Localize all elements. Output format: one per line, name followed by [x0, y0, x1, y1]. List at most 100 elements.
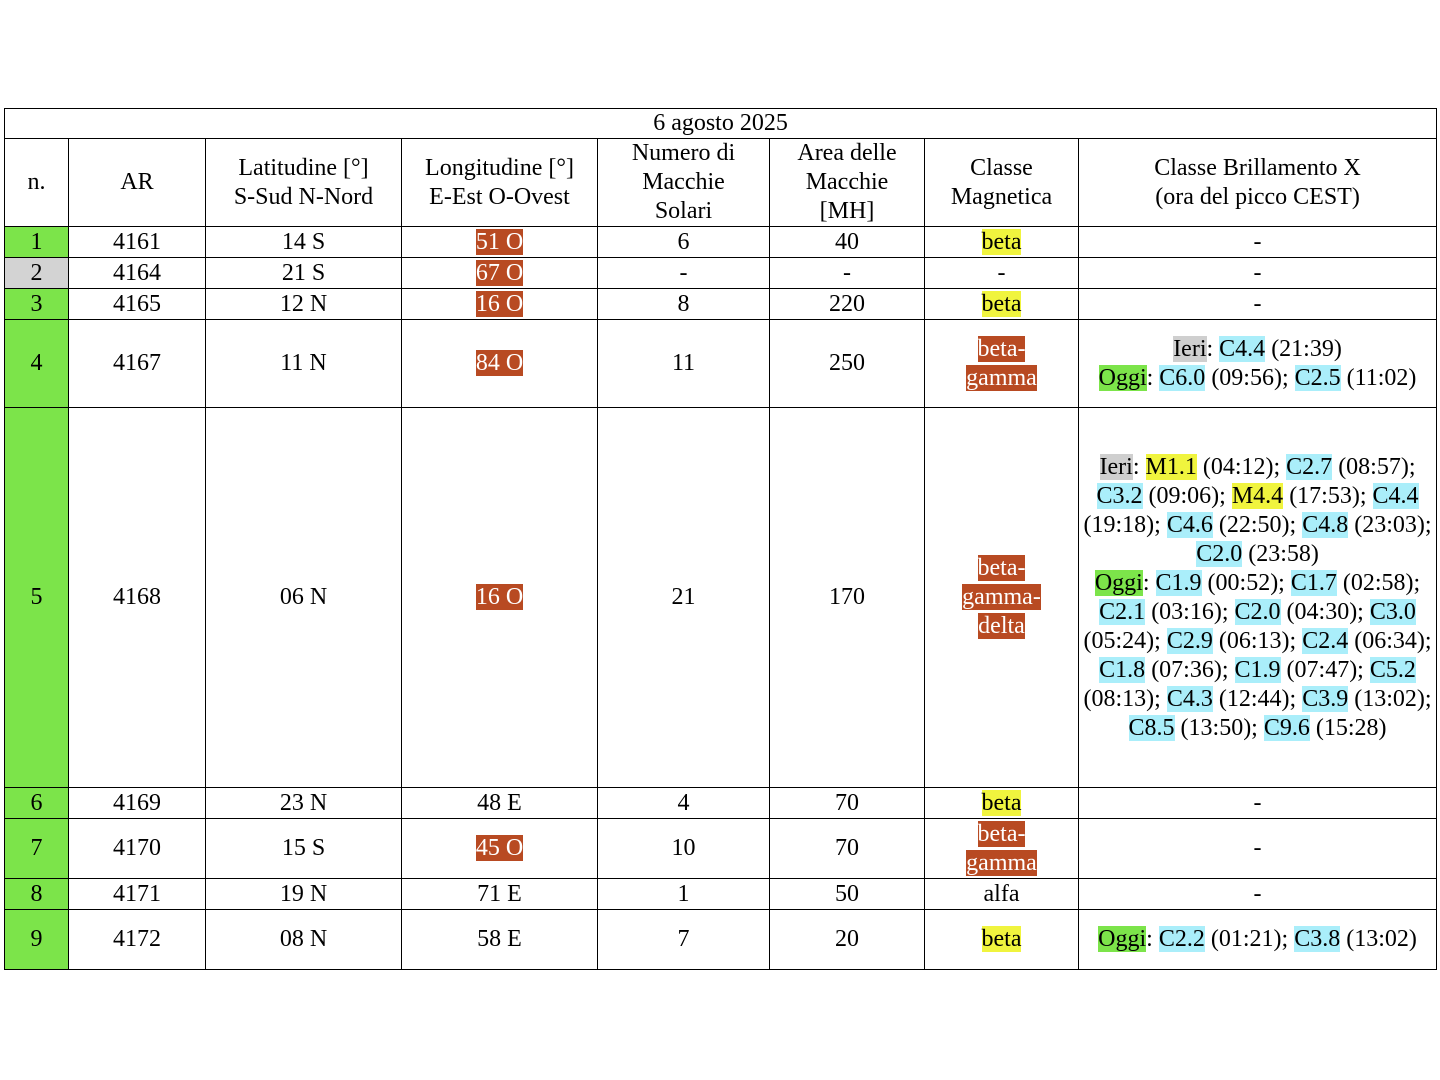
header-latitude-line1: Latitudine [°] [238, 154, 369, 181]
spots-area: 70 [835, 789, 859, 816]
cell-longitude: 45 O [401, 818, 598, 879]
header-ar: AR [68, 138, 206, 227]
header-magnetic-line2: Magnetica [950, 183, 1053, 210]
flare-token: C2.9 [1166, 627, 1213, 654]
header-longitude: Longitudine [°] E-Est O-Ovest [401, 138, 598, 227]
cell-magnetic-class: beta-gamma [924, 319, 1079, 408]
flare-token: C2.5 [1294, 364, 1341, 391]
spots-count: 10 [671, 835, 696, 861]
cell-flares: - [1077, 226, 1438, 258]
flare-text: (22:50); [1212, 511, 1303, 538]
cell-number: 5 [4, 407, 69, 788]
magnetic-class-value: gamma- [962, 584, 1041, 610]
magnetic-class-line: beta- [929, 335, 1074, 364]
cell-magnetic-class: alfa [924, 878, 1079, 910]
magnetic-class-value: beta [981, 789, 1022, 816]
flare-token: C4.3 [1166, 685, 1213, 712]
flare-text: (15:28) [1309, 714, 1387, 741]
flare-token: C3.8 [1294, 926, 1341, 952]
magnetic-class-value: beta [981, 228, 1022, 255]
flare-text: : [1146, 364, 1160, 391]
cell-longitude: 48 E [401, 787, 598, 819]
flare-text: (08:13); [1083, 685, 1167, 712]
flare-text: - [1253, 835, 1262, 861]
cell-longitude: 58 E [401, 909, 598, 970]
table-row: 5 4168 06 N 16 O 21 170 beta-gamma-delta Ieri: … [4, 407, 1438, 788]
flare-token: Oggi [1094, 569, 1143, 596]
flare-text: (08:57); [1332, 453, 1416, 480]
flare-text: (17:53); [1283, 482, 1373, 509]
longitude-value: 16 O [475, 290, 524, 317]
cell-longitude: 67 O [401, 257, 598, 289]
longitude-value: 67 O [475, 259, 524, 286]
table-row: 2 4164 21 S 67 O - - - - [4, 257, 1438, 289]
cell-flares: - [1077, 818, 1438, 879]
cell-spots: - [597, 257, 770, 289]
flare-text: (04:12); [1196, 453, 1287, 480]
active-region: 4161 [113, 228, 161, 255]
cell-spots: 6 [597, 226, 770, 258]
active-region: 4170 [113, 835, 161, 861]
longitude-value: 45 O [475, 835, 524, 861]
magnetic-class-value: beta [981, 926, 1022, 952]
magnetic-class-value: delta [978, 613, 1025, 639]
spots-area: 220 [829, 290, 865, 317]
row-number: 2 [30, 259, 43, 286]
flare-text: (12:44); [1212, 685, 1303, 712]
cell-latitude: 19 N [205, 878, 402, 910]
spots-area: 50 [835, 880, 859, 907]
cell-latitude: 14 S [205, 226, 402, 258]
cell-ar: 4169 [68, 787, 206, 819]
row-number: 1 [30, 228, 43, 255]
flare-line: - [1083, 228, 1432, 257]
longitude-value: 58 E [477, 926, 522, 952]
flare-line: - [1083, 789, 1432, 818]
latitude-value: 06 N [279, 584, 328, 610]
table-row: 4 4167 11 N 84 O 11 250 beta-gamma Ieri: C4.4 (… [4, 319, 1438, 408]
flare-line: Oggi: C2.2 (01:21); C3.8 (13:02) [1083, 925, 1432, 954]
cell-ar: 4161 [68, 226, 206, 258]
header-area: Area delle Macchie [MH] [769, 138, 925, 227]
magnetic-class-line: gamma- [929, 583, 1074, 612]
flare-text: (13:02); [1348, 685, 1432, 712]
row-number: 4 [30, 350, 43, 376]
magnetic-class-line: beta [929, 290, 1074, 319]
cell-ar: 4171 [68, 878, 206, 910]
cell-area: 50 [769, 878, 925, 910]
flare-line: - [1083, 834, 1432, 863]
spots-count: 11 [671, 350, 696, 376]
longitude-value: 84 O [475, 350, 524, 376]
active-region: 4169 [113, 789, 161, 816]
cell-number: 3 [4, 288, 69, 320]
active-region: 4171 [113, 880, 161, 907]
flare-text: (03:16); [1145, 598, 1235, 625]
magnetic-class-line: alfa [929, 880, 1074, 909]
cell-latitude: 23 N [205, 787, 402, 819]
cell-latitude: 12 N [205, 288, 402, 320]
flare-text: - [1253, 880, 1262, 907]
cell-spots: 8 [597, 288, 770, 320]
latitude-value: 21 S [281, 259, 326, 286]
latitude-value: 08 N [279, 926, 328, 952]
cell-longitude: 84 O [401, 319, 598, 408]
header-spots-line3: Solari [654, 198, 713, 224]
flare-text: : [1146, 926, 1159, 952]
cell-area: 40 [769, 226, 925, 258]
flare-token: Oggi [1098, 926, 1147, 952]
cell-ar: 4164 [68, 257, 206, 289]
flare-token: Ieri [1099, 453, 1133, 480]
cell-area: 70 [769, 818, 925, 879]
spots-count: - [679, 259, 688, 286]
magnetic-class-value: gamma [966, 364, 1037, 391]
cell-number: 2 [4, 257, 69, 289]
magnetic-class-value: - [997, 259, 1006, 286]
flare-token: C4.4 [1372, 482, 1419, 509]
longitude-value: 71 E [477, 880, 522, 907]
cell-number: 6 [4, 787, 69, 819]
flare-text: (13:02) [1340, 926, 1417, 952]
flare-token: C2.0 [1234, 598, 1281, 625]
active-region: 4168 [113, 584, 161, 610]
flare-line: - [1083, 259, 1432, 288]
cell-flares: - [1077, 878, 1438, 910]
